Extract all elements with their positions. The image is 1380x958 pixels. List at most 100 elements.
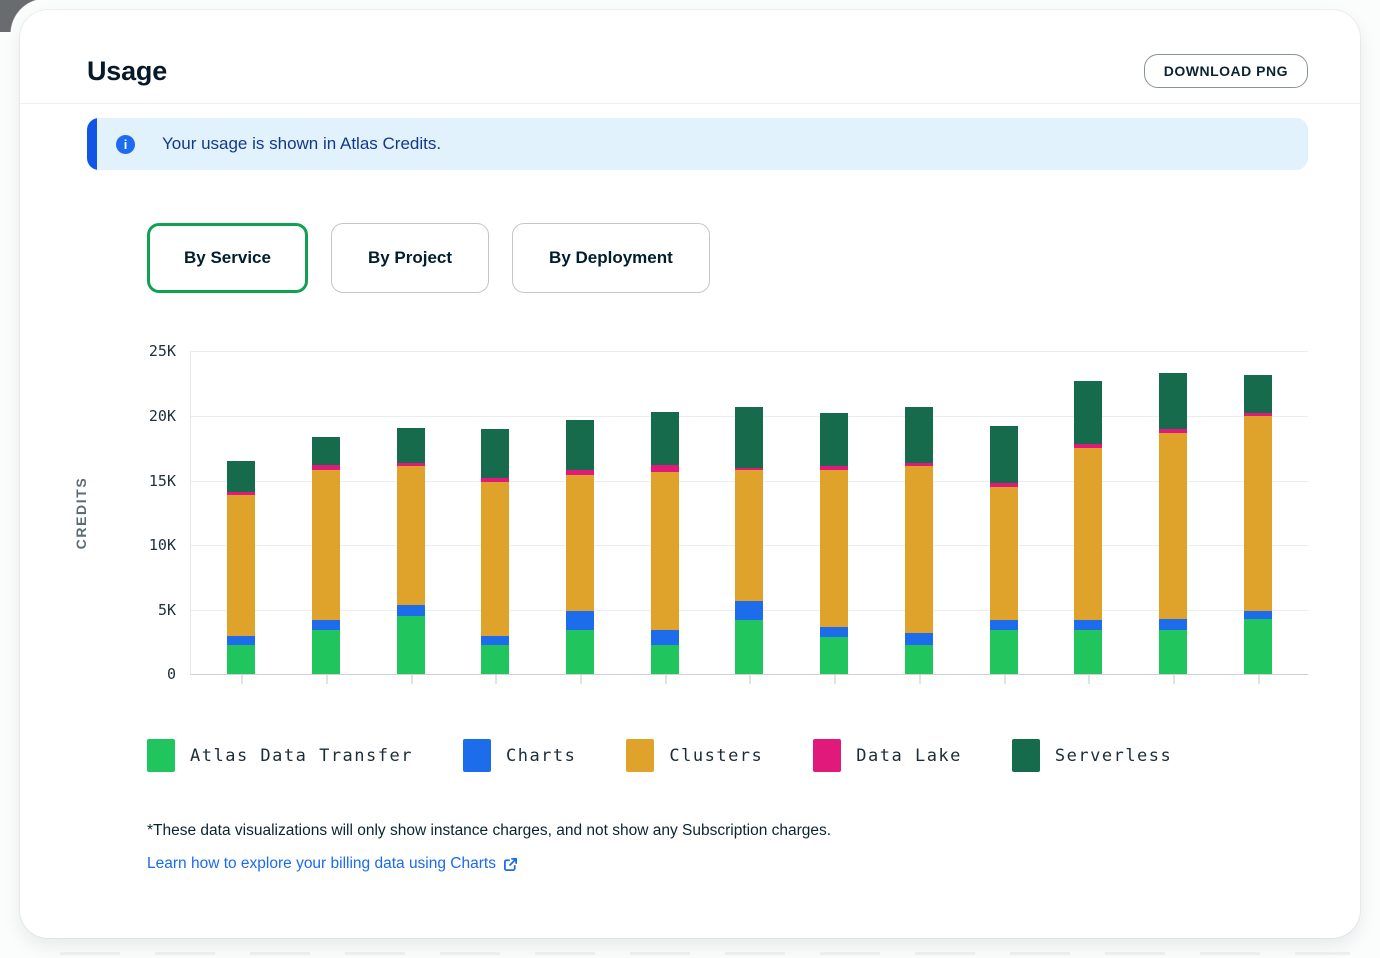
legend-swatch <box>1012 739 1040 772</box>
legend-item-serverless: Serverless <box>1012 739 1172 772</box>
bar-segment-clusters[interactable] <box>1159 433 1187 619</box>
bar-segment-clusters[interactable] <box>820 470 848 626</box>
bar-4[interactable] <box>481 351 509 674</box>
bar-segment-charts[interactable] <box>651 630 679 644</box>
chart-legend: Atlas Data TransferChartsClustersData La… <box>147 739 1308 772</box>
bar-segment-clusters[interactable] <box>227 495 255 636</box>
bar-segment-atlas-data-transfer[interactable] <box>227 645 255 675</box>
bar-9[interactable] <box>905 351 933 674</box>
bar-segment-atlas-data-transfer[interactable] <box>905 645 933 675</box>
bar-segment-serverless[interactable] <box>1244 375 1272 414</box>
legend-label: Atlas Data Transfer <box>190 746 413 766</box>
usage-card: Usage DOWNLOAD PNG i Your usage is shown… <box>20 10 1360 938</box>
bars <box>191 351 1308 674</box>
bar-segment-atlas-data-transfer[interactable] <box>990 630 1018 674</box>
y-tick-label: 25K <box>149 342 176 360</box>
bar-segment-serverless[interactable] <box>566 420 594 470</box>
bar-segment-charts[interactable] <box>227 636 255 645</box>
bar-segment-serverless[interactable] <box>735 407 763 468</box>
bar-segment-atlas-data-transfer[interactable] <box>1159 630 1187 674</box>
bar-segment-clusters[interactable] <box>1244 416 1272 611</box>
bar-segment-clusters[interactable] <box>651 472 679 631</box>
legend-item-clusters: Clusters <box>626 739 763 772</box>
bar-segment-atlas-data-transfer[interactable] <box>312 630 340 674</box>
legend-item-data-lake: Data Lake <box>813 739 962 772</box>
bar-segment-clusters[interactable] <box>1074 448 1102 620</box>
header-divider <box>20 103 1360 104</box>
y-tick-label: 10K <box>149 536 176 554</box>
bar-segment-charts[interactable] <box>1074 620 1102 630</box>
y-tick-label: 20K <box>149 407 176 425</box>
bar-segment-charts[interactable] <box>820 627 848 637</box>
bar-segment-atlas-data-transfer[interactable] <box>735 620 763 674</box>
bar-13[interactable] <box>1244 351 1272 674</box>
bar-segment-serverless[interactable] <box>1074 381 1102 444</box>
bar-segment-clusters[interactable] <box>397 466 425 604</box>
bar-8[interactable] <box>820 351 848 674</box>
bar-segment-charts[interactable] <box>990 620 1018 630</box>
bar-segment-serverless[interactable] <box>397 428 425 463</box>
view-tabs: By Service By Project By Deployment <box>147 223 1308 293</box>
bar-segment-clusters[interactable] <box>905 466 933 633</box>
bar-segment-serverless[interactable] <box>990 426 1018 483</box>
bar-segment-serverless[interactable] <box>905 407 933 463</box>
footnote: *These data visualizations will only sho… <box>147 822 1308 840</box>
bar-segment-charts[interactable] <box>312 620 340 630</box>
bar-segment-charts[interactable] <box>735 601 763 620</box>
page-title: Usage <box>87 56 167 87</box>
download-png-button[interactable]: DOWNLOAD PNG <box>1144 54 1308 88</box>
bar-segment-serverless[interactable] <box>227 461 255 492</box>
bar-segment-serverless[interactable] <box>312 437 340 465</box>
bar-segment-atlas-data-transfer[interactable] <box>1244 619 1272 675</box>
bar-10[interactable] <box>990 351 1018 674</box>
billing-charts-link[interactable]: Learn how to explore your billing data u… <box>147 855 518 873</box>
bar-11[interactable] <box>1074 351 1102 674</box>
bar-segment-charts[interactable] <box>566 611 594 630</box>
external-link-icon <box>503 857 518 872</box>
page: Usage DOWNLOAD PNG i Your usage is shown… <box>0 0 1380 958</box>
bar-segment-serverless[interactable] <box>820 413 848 466</box>
tab-by-project[interactable]: By Project <box>331 223 489 293</box>
y-axis-label: CREDITS <box>73 477 89 550</box>
header: Usage DOWNLOAD PNG <box>87 54 1308 88</box>
y-tick-label: 15K <box>149 472 176 490</box>
bar-segment-serverless[interactable] <box>481 429 509 478</box>
bar-segment-charts[interactable] <box>1244 611 1272 619</box>
bar-segment-charts[interactable] <box>1159 619 1187 631</box>
bar-segment-charts[interactable] <box>397 605 425 617</box>
legend-swatch <box>147 739 175 772</box>
legend-label: Serverless <box>1055 746 1172 766</box>
bar-segment-clusters[interactable] <box>990 487 1018 620</box>
bar-segment-clusters[interactable] <box>481 482 509 636</box>
bar-segment-clusters[interactable] <box>566 475 594 611</box>
y-tick-label: 5K <box>158 601 176 619</box>
bar-segment-atlas-data-transfer[interactable] <box>481 645 509 675</box>
tab-by-deployment[interactable]: By Deployment <box>512 223 710 293</box>
bar-segment-atlas-data-transfer[interactable] <box>1074 630 1102 674</box>
cropped-content-artifact <box>60 952 1350 955</box>
bar-7[interactable] <box>735 351 763 674</box>
legend-label: Data Lake <box>856 746 962 766</box>
bar-segment-clusters[interactable] <box>312 470 340 620</box>
bar-2[interactable] <box>312 351 340 674</box>
bar-5[interactable] <box>566 351 594 674</box>
bar-segment-atlas-data-transfer[interactable] <box>651 645 679 675</box>
tab-by-service[interactable]: By Service <box>147 223 308 293</box>
banner-text: Your usage is shown in Atlas Credits. <box>162 134 441 154</box>
bar-12[interactable] <box>1159 351 1187 674</box>
bar-segment-atlas-data-transfer[interactable] <box>397 616 425 674</box>
bar-segment-atlas-data-transfer[interactable] <box>820 637 848 674</box>
bar-segment-charts[interactable] <box>905 633 933 645</box>
bar-segment-atlas-data-transfer[interactable] <box>566 630 594 674</box>
plot-area: 05K10K15K20K25K <box>190 351 1308 675</box>
banner-accent-bar <box>87 118 97 170</box>
bar-6[interactable] <box>651 351 679 674</box>
bar-1[interactable] <box>227 351 255 674</box>
billing-charts-link-label: Learn how to explore your billing data u… <box>147 855 496 873</box>
bar-segment-serverless[interactable] <box>1159 373 1187 429</box>
bar-segment-charts[interactable] <box>481 636 509 645</box>
bar-segment-clusters[interactable] <box>735 470 763 600</box>
bar-3[interactable] <box>397 351 425 674</box>
legend-swatch <box>626 739 654 772</box>
bar-segment-serverless[interactable] <box>651 412 679 465</box>
